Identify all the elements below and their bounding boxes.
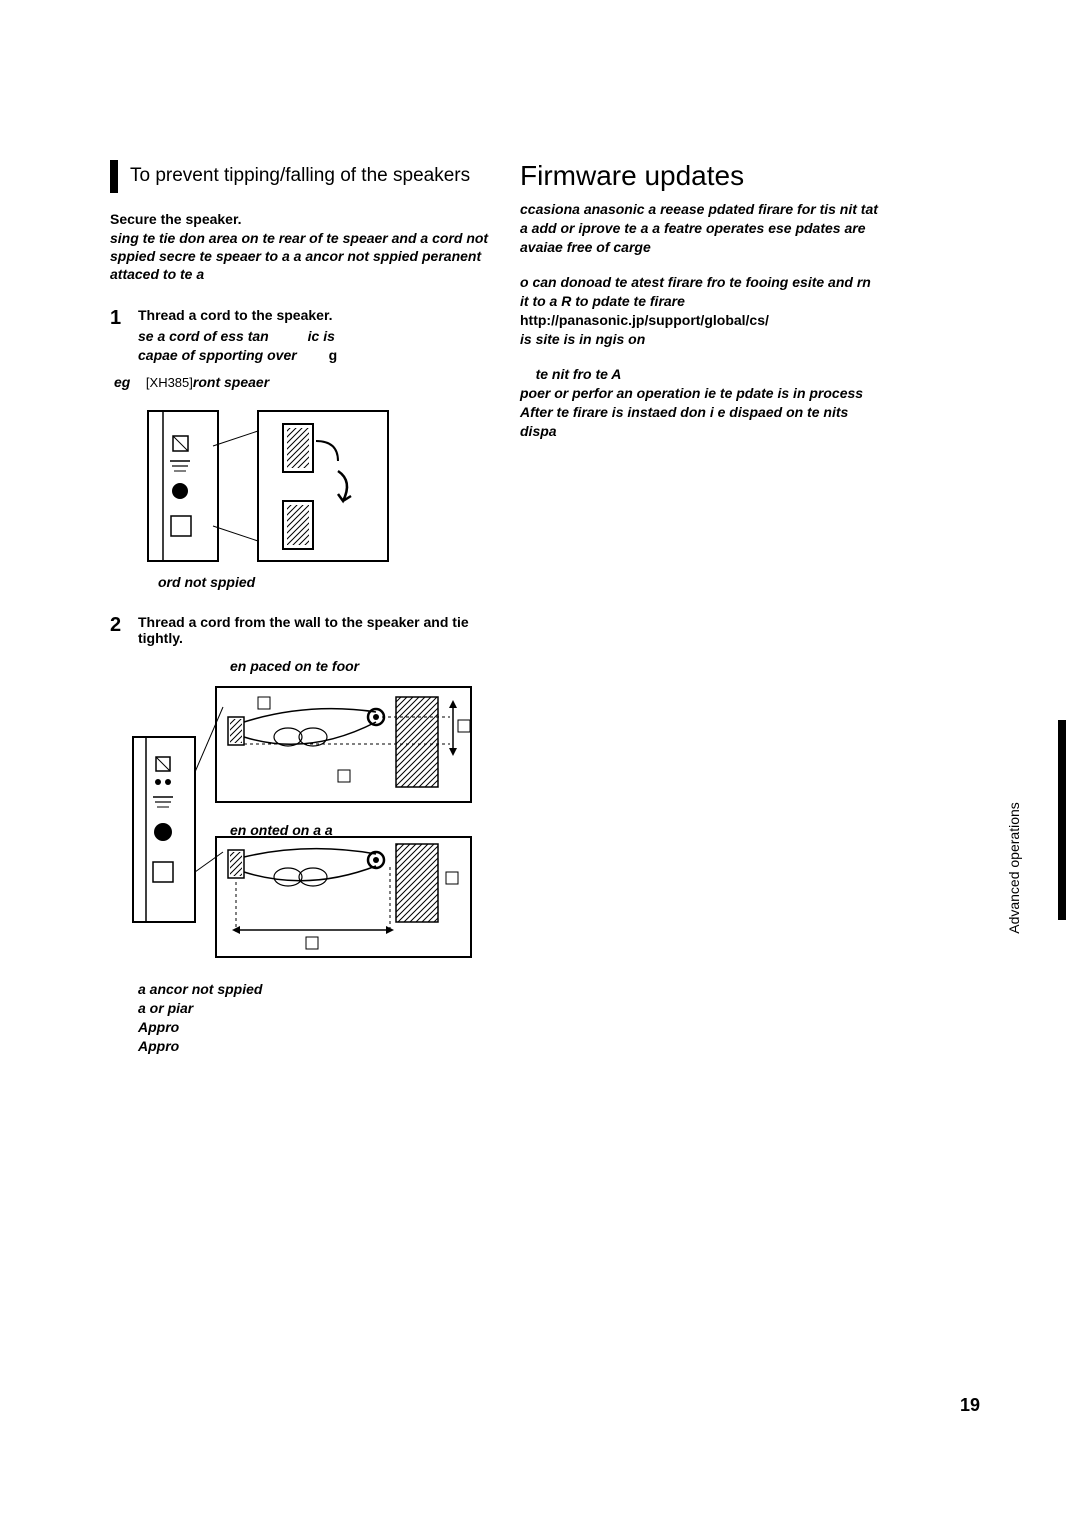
side-tab: Advanced operations bbox=[1002, 720, 1020, 920]
secure-body: sing te tie don area on te rear of te sp… bbox=[110, 229, 490, 284]
legend-c: Appro bbox=[138, 1019, 179, 1035]
firmware-url: http://panasonic.jp/support/global/cs/ bbox=[520, 312, 880, 328]
diagram-2-legend: a ancor not sppied a or piar Appro Appro bbox=[138, 980, 490, 1056]
firmware-para-3a: te nit fro te A bbox=[536, 366, 622, 382]
left-column: To prevent tipping/falling of the speake… bbox=[110, 160, 490, 1055]
step-1-number: 1 bbox=[110, 307, 138, 365]
side-tab-text: Advanced operations bbox=[1006, 802, 1022, 934]
page-columns: To prevent tipping/falling of the speake… bbox=[110, 160, 1000, 1055]
right-column: Firmware updates ccasiona anasonic a ree… bbox=[520, 160, 880, 1055]
legend-b: a or piar bbox=[138, 1000, 193, 1016]
diagram-2-caption-mid: en onted on a a bbox=[230, 822, 490, 838]
firmware-para-1: ccasiona anasonic a reease pdated firare… bbox=[520, 200, 880, 257]
diagram-1-caption: ord not sppied bbox=[158, 574, 490, 590]
firmware-para-3b: poer or perfor an operation ie te pdate … bbox=[520, 385, 863, 401]
step-1-note-c: capae of spporting over bbox=[138, 347, 297, 363]
section-title: To prevent tipping/falling of the speake… bbox=[130, 160, 470, 193]
step-1: 1 Thread a cord to the speaker. se a cor… bbox=[110, 307, 490, 365]
diagram-2-caption-top: en paced on te foor bbox=[230, 658, 490, 674]
section-header: To prevent tipping/falling of the speake… bbox=[110, 160, 490, 193]
legend-a: a ancor not sppied bbox=[138, 981, 262, 997]
side-tab-bar bbox=[1058, 720, 1066, 920]
step-1-body: Thread a cord to the speaker. se a cord … bbox=[138, 307, 490, 365]
firmware-url-note: is site is in ngis on bbox=[520, 330, 880, 349]
diagram-1 bbox=[138, 406, 490, 566]
firmware-para-3c: After te firare is instaed don i e dispa… bbox=[520, 404, 848, 439]
legend-d: Appro bbox=[138, 1038, 179, 1054]
firmware-heading: Firmware updates bbox=[520, 160, 880, 192]
page-number: 19 bbox=[960, 1395, 980, 1416]
step-2-title: Thread a cord from the wall to the speak… bbox=[138, 614, 490, 646]
step-1-eg: eg [XH385]ront speaer bbox=[114, 373, 490, 392]
step-1-note: se a cord of ess tan ic is capae of sppo… bbox=[138, 327, 490, 365]
secure-heading: Secure the speaker. bbox=[110, 211, 490, 227]
firmware-para-3: te nit fro te A poer or perfor an operat… bbox=[520, 365, 880, 441]
diagram-1-svg bbox=[138, 406, 398, 566]
step-1-g: g bbox=[329, 346, 338, 365]
firmware-para-2: o can donoad te atest firare fro te fooi… bbox=[520, 273, 880, 311]
section-bar bbox=[110, 160, 118, 193]
step-2-number: 2 bbox=[110, 614, 138, 650]
step-1-model-tail: ront speaer bbox=[193, 374, 269, 390]
step-1-note-a: se a cord of ess tan bbox=[138, 328, 269, 344]
step-2-body: Thread a cord from the wall to the speak… bbox=[138, 614, 490, 650]
step-1-eg-label: eg bbox=[114, 374, 130, 390]
step-1-model: [XH385] bbox=[146, 375, 193, 390]
step-1-title: Thread a cord to the speaker. bbox=[138, 307, 490, 323]
step-2: 2 Thread a cord from the wall to the spe… bbox=[110, 614, 490, 650]
step-1-note-b: ic is bbox=[308, 328, 335, 344]
